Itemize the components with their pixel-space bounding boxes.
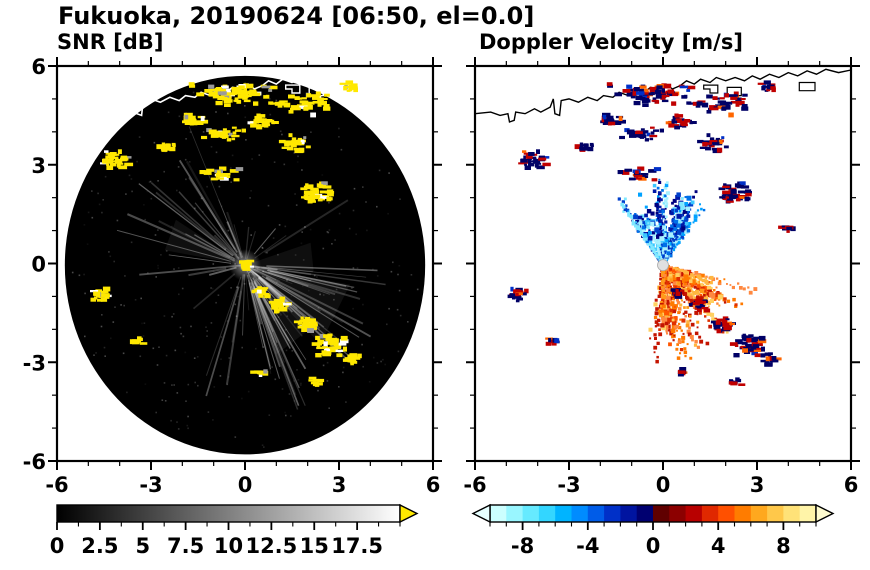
x-tick-label: 6 — [426, 473, 441, 497]
velocity-fan-toward-radar-negative — [617, 178, 706, 263]
velocity-colorbar-label: 8 — [776, 534, 791, 558]
y-tick-label: 3 — [31, 154, 46, 178]
harbor-outline-snr — [380, 81, 398, 92]
snr-colorbar-label: 10 — [214, 534, 243, 558]
snr-over-range-arrow — [399, 503, 419, 524]
x-tick-label: -6 — [45, 473, 68, 497]
snr-colorbar: 0 2.5 5 7.5 10 12.5 15 17.5 — [50, 503, 419, 558]
harbor-outline-snr — [308, 86, 324, 97]
snr-colorbar-label: 12.5 — [245, 534, 297, 558]
snr-colorbar-label: 0 — [50, 534, 65, 558]
y-tick-label: 6 — [31, 55, 46, 79]
y-tick-label: -3 — [23, 351, 46, 375]
snr-colorbar-label: 7.5 — [167, 534, 204, 558]
velocity-axes: -6 -3 0 3 6 — [463, 57, 860, 497]
x-tick-label: 3 — [332, 473, 347, 497]
snr-axes: -6 -3 0 3 6 6 3 0 -3 -6 — [23, 55, 442, 497]
snr-panel — [56, 68, 434, 455]
snr-colorbar-label: 17.5 — [331, 534, 383, 558]
figure-title: Fukuoka, 20190624 [06:50, el=0.0] — [58, 2, 535, 30]
x-tick-label: -3 — [557, 473, 580, 497]
velocity-panel — [474, 68, 852, 386]
velocity-panel-title: Doppler Velocity [m/s] — [479, 30, 743, 54]
x-tick-label: 6 — [844, 473, 859, 497]
plot-frame — [55, 64, 435, 463]
x-tick-label: 0 — [238, 473, 253, 497]
x-tick-label: -6 — [463, 473, 486, 497]
x-tick-label: 0 — [656, 473, 671, 497]
snr-colorbar-label: 5 — [135, 534, 150, 558]
y-tick-label: -6 — [23, 450, 46, 474]
velocity-echoes — [507, 80, 796, 386]
velocity-colorbar-label: 0 — [646, 534, 661, 558]
snr-noise — [71, 82, 419, 448]
velocity-colorbar-label: -4 — [576, 534, 599, 558]
harbor-outline-velocity — [726, 86, 742, 97]
velocity-colorbar: -8 -4 0 4 8 — [471, 503, 835, 558]
x-tick-label: -3 — [139, 473, 162, 497]
velocity-over-range-arrow — [815, 503, 835, 524]
harbor-outline-velocity — [798, 81, 816, 92]
harbor-outline-snr — [285, 84, 301, 94]
velocity-colorbar-label: 4 — [711, 534, 726, 558]
harbor-outline-velocity — [703, 84, 719, 94]
x-tick-label: 3 — [750, 473, 765, 497]
velocity-under-range-arrow — [471, 503, 491, 524]
snr-colorbar-label: 15 — [300, 534, 329, 558]
snr-echoes — [90, 80, 362, 387]
snr-panel-title: SNR [dB] — [57, 30, 164, 54]
radar-site-marker — [657, 259, 669, 272]
y-tick-label: 0 — [31, 253, 46, 277]
plot-frame — [473, 64, 853, 463]
velocity-colorbar-label: -8 — [511, 534, 534, 558]
snr-colorbar-label: 2.5 — [81, 534, 118, 558]
